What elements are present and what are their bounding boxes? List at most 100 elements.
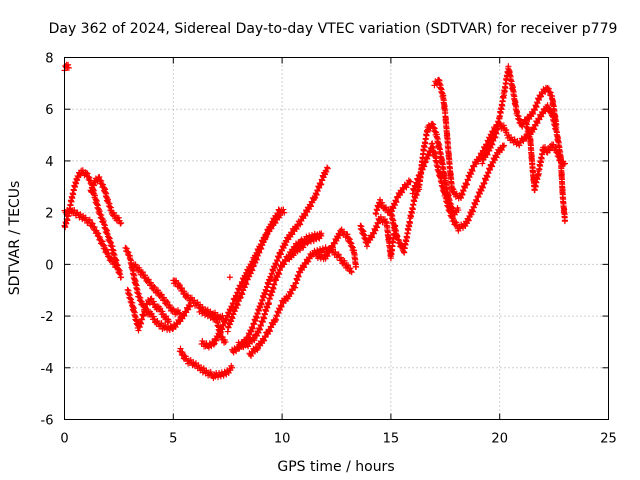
y-tick-label: 6 — [45, 103, 53, 118]
data-point — [123, 245, 130, 252]
data-point — [308, 203, 315, 210]
data-point — [538, 113, 545, 120]
data-point — [274, 211, 281, 218]
data-point — [160, 294, 167, 301]
data-point — [159, 308, 166, 315]
data-point — [500, 143, 507, 150]
data-point — [450, 215, 457, 222]
data-point — [501, 142, 508, 149]
series-trace-25 — [522, 117, 568, 194]
data-point — [164, 298, 171, 305]
data-point — [113, 263, 120, 270]
data-point — [290, 283, 297, 290]
data-point — [165, 318, 172, 325]
data-point — [181, 288, 188, 295]
data-point — [482, 146, 489, 153]
data-point — [147, 279, 154, 286]
data-point — [150, 298, 157, 305]
data-point — [293, 226, 300, 233]
data-point — [222, 338, 229, 345]
data-point — [108, 255, 115, 262]
data-point — [363, 243, 370, 250]
data-point — [304, 240, 311, 247]
data-point — [83, 169, 90, 176]
data-point — [324, 164, 331, 171]
data-point — [318, 230, 325, 237]
data-point — [84, 170, 91, 177]
y-tick-label: -6 — [41, 414, 54, 429]
series-trace-16 — [285, 230, 325, 263]
data-point — [550, 141, 557, 148]
series-trace-6 — [124, 286, 172, 334]
data-point — [98, 180, 105, 187]
data-point — [302, 212, 309, 219]
data-point — [155, 287, 162, 294]
data-point — [261, 337, 268, 344]
x-tick-label: 15 — [383, 432, 400, 447]
data-point — [345, 262, 352, 269]
data-point — [118, 274, 125, 281]
x-tick-label: 0 — [60, 432, 68, 447]
data-point — [547, 89, 554, 96]
data-point — [151, 283, 158, 290]
data-point — [65, 61, 72, 68]
data-point — [534, 120, 541, 127]
data-point — [98, 177, 105, 184]
data-point — [148, 295, 155, 302]
series-trace-13 — [229, 164, 331, 356]
data-point — [544, 85, 551, 92]
data-point — [353, 263, 360, 270]
data-point — [110, 258, 117, 265]
data-point — [261, 333, 268, 340]
data-point — [118, 219, 125, 226]
data-point — [181, 313, 188, 320]
data-point — [177, 345, 184, 352]
data-point — [288, 290, 295, 297]
plot-frame — [64, 57, 609, 420]
y-tick-label: 8 — [45, 52, 53, 67]
series-trace-18 — [357, 213, 399, 262]
data-point — [348, 268, 355, 275]
series-trace-3 — [61, 206, 120, 271]
data-point — [545, 85, 552, 92]
data-point — [547, 106, 554, 113]
x-tick-label: 5 — [169, 432, 177, 447]
data-point — [142, 272, 149, 279]
y-tick-label: 4 — [45, 155, 53, 170]
x-axis-label: GPS time / hours — [277, 459, 394, 475]
data-point — [329, 243, 336, 250]
data-point — [324, 165, 331, 172]
data-point — [179, 349, 186, 356]
data-point — [96, 177, 103, 184]
series-trace-5 — [122, 244, 194, 334]
data-point — [163, 313, 170, 320]
data-point — [301, 264, 308, 271]
data-point — [139, 269, 146, 276]
data-point — [125, 249, 132, 256]
data-point — [329, 244, 336, 251]
axis-ticks: 0 5 10 15 20 25 -6 -4 -2 0 2 4 6 8 — [41, 52, 617, 447]
data-point — [369, 234, 376, 241]
data-point — [89, 220, 96, 227]
data-point — [377, 196, 384, 203]
data-point — [145, 276, 152, 283]
x-tick-label: 25 — [600, 432, 617, 447]
data-point — [305, 258, 312, 265]
data-point — [136, 264, 143, 271]
data-point — [335, 251, 342, 258]
data-point — [158, 291, 165, 298]
data-point — [546, 147, 553, 154]
y-tick-label: 0 — [45, 258, 53, 273]
y-tick-label: -2 — [41, 310, 54, 325]
data-point — [117, 220, 124, 227]
data-point — [176, 310, 183, 317]
y-axis-label: SDTVAR / TECUs — [7, 181, 23, 296]
data-point — [407, 178, 414, 185]
data-point — [531, 126, 538, 133]
series-trace-1 — [61, 61, 72, 74]
data-point — [65, 64, 72, 71]
data-point — [544, 102, 551, 109]
data-point — [262, 334, 269, 341]
data-point — [176, 282, 183, 289]
data-point — [498, 147, 505, 154]
